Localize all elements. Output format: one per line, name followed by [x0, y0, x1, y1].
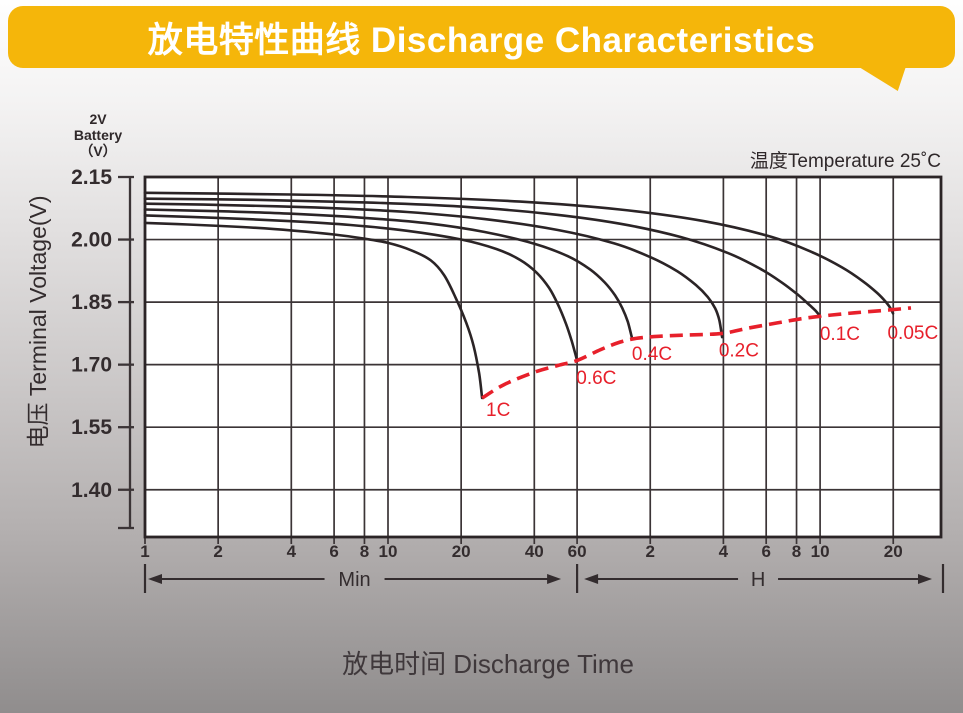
x-tick-label: 8 [360, 542, 369, 561]
page-title: 放电特性曲线 Discharge Characteristics [147, 20, 816, 60]
battery-type-label: 2V Battery （V） [58, 111, 138, 159]
arrowhead-left-icon [148, 574, 162, 584]
x-tick-label: 60 [568, 542, 587, 561]
curve-0.6C [143, 214, 579, 362]
x-tick-label: 1 [140, 542, 149, 561]
curve-0.4C [143, 208, 634, 340]
plot-border [143, 175, 943, 539]
curve-1C [143, 221, 484, 400]
x-tick-label: 2 [646, 542, 655, 561]
curve-0.2C [143, 202, 724, 339]
curve-label-0.4C: 0.4C [632, 344, 672, 365]
plot-area [145, 177, 941, 537]
x-tick-label: 6 [329, 542, 338, 561]
battery-type-line2: Battery [73, 127, 123, 143]
x-axis-title: 放电时间 Discharge Time [342, 649, 634, 679]
x-tick-label: 6 [761, 542, 770, 561]
y-tick-label: 1.70 [71, 354, 112, 377]
curve-label-0.1C: 0.1C [820, 324, 860, 345]
x-tick-label: 2 [213, 542, 222, 561]
y-tick-label: 1.40 [71, 479, 112, 502]
arrowhead-right-icon [918, 574, 933, 584]
curve-0.05C [143, 191, 895, 315]
y-tick-label: 2.00 [71, 229, 112, 252]
cutoff-dashed-line [481, 306, 912, 400]
unit-label-H: H [751, 569, 765, 591]
x-tick-label: 20 [884, 542, 903, 561]
battery-type-line1: 2V [89, 111, 107, 127]
arrowhead-left-icon [584, 574, 599, 584]
curve-label-0.2C: 0.2C [719, 341, 759, 362]
unit-label-Min: Min [338, 569, 370, 591]
y-tick-label: 2.15 [71, 166, 112, 189]
temperature-note: 温度Temperature 25˚C [749, 151, 941, 172]
arrowhead-right-icon [547, 574, 562, 584]
x-tick-label: 10 [811, 542, 830, 561]
curve-label-0.6C: 0.6C [576, 368, 616, 389]
curve-label-1C: 1C [486, 400, 510, 421]
y-tick-label: 1.55 [71, 416, 112, 439]
x-tick-label: 4 [287, 542, 297, 561]
curve-0.1C [143, 197, 822, 318]
x-tick-label: 40 [525, 542, 544, 561]
battery-type-line3: （V） [79, 143, 117, 159]
x-tick-label: 4 [719, 542, 729, 561]
title-banner: 放电特性曲线 Discharge Characteristics [8, 6, 955, 68]
y-tick-label: 1.85 [71, 291, 112, 314]
x-tick-label: 10 [379, 542, 398, 561]
curve-label-0.05C: 0.05C [887, 323, 938, 344]
x-tick-label: 8 [792, 542, 801, 561]
x-tick-label: 20 [452, 542, 471, 561]
